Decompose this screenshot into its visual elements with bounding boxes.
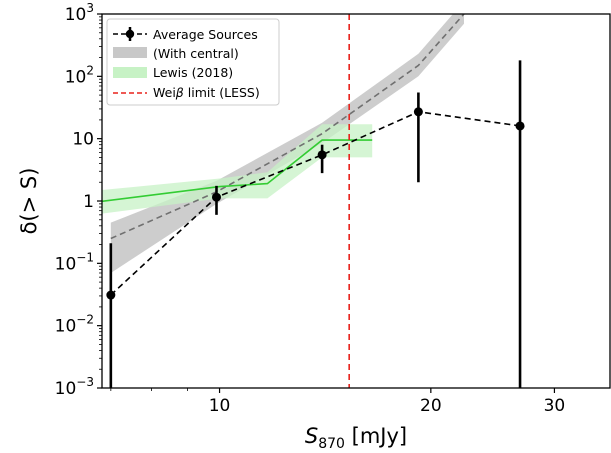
y-tick-label-0: 10−3 (55, 375, 94, 399)
legend-label-average: Average Sources (153, 27, 258, 42)
y-tick-label-2: 10−1 (55, 250, 94, 274)
x-tick-label-0: 10 (209, 396, 231, 416)
band-series-2 (102, 124, 373, 214)
legend-box (106, 18, 280, 106)
y-tick-label-6: 103 (65, 1, 94, 25)
band-series-1 (110, 14, 464, 273)
x-tick-label-1: 20 (420, 396, 442, 416)
x-tick-label-2: 30 (544, 396, 566, 416)
axis-ticks: 10−3 10−2 10−1 1 10 102 103 10 20 30 (55, 1, 566, 416)
data-point-4 (515, 121, 525, 131)
y-tick-label-1: 10−2 (55, 313, 94, 337)
series-markers (106, 60, 525, 388)
legend-label-lewis: Lewis (2018) (153, 65, 233, 80)
data-point-0 (106, 290, 116, 300)
legend: Average Sources (With central) Lewis (20… (106, 18, 280, 106)
line-series-2 (102, 139, 373, 203)
series-bands (102, 14, 464, 273)
y-tick-label-3: 1 (83, 192, 94, 212)
legend-handle-central (113, 47, 147, 58)
y-tick-label-4: 10 (72, 130, 94, 150)
legend-label-weiss: Weiβ limit (LESS) (153, 85, 260, 100)
x-axis-label: S870 [mJy] (305, 424, 407, 452)
legend-handle-lewis (113, 67, 147, 78)
legend-handle-average-marker (125, 29, 135, 39)
series-lines (102, 14, 521, 388)
y-axis-label: δ(> S) (17, 168, 41, 235)
legend-label-central: (With central) (153, 46, 239, 61)
data-point-2 (317, 150, 327, 160)
y-tick-label-5: 102 (65, 63, 94, 87)
data-point-3 (413, 107, 423, 117)
data-point-1 (211, 192, 221, 202)
